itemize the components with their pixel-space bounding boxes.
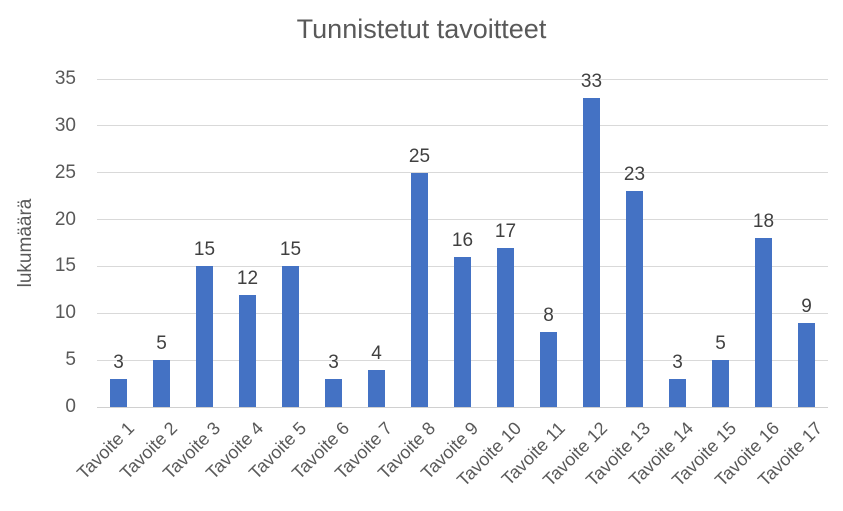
- x-axis-line: [97, 406, 828, 408]
- bar-value-label: 17: [494, 220, 517, 242]
- bar-value-label: 23: [623, 164, 646, 186]
- chart-title: Tunnistetut tavoitteet: [296, 14, 547, 44]
- bar: [325, 378, 342, 407]
- bar-value-label: 18: [752, 211, 775, 233]
- bar: [497, 247, 514, 407]
- plot-area: 3 5 15 12 15 3 4 25 16 17 8 33 23 3 5 18 9: [97, 71, 828, 408]
- bar: [196, 266, 213, 407]
- y-tick-label: 5: [65, 349, 76, 371]
- bar-value-label: 33: [580, 70, 603, 92]
- bar: [153, 360, 170, 407]
- bar-value-label: 5: [715, 333, 726, 355]
- bar: [540, 332, 557, 407]
- gridline: [97, 125, 828, 127]
- bar-value-label: 8: [543, 305, 554, 327]
- bar-value-label: 15: [193, 239, 216, 261]
- bar-value-label: 5: [156, 333, 167, 355]
- bar: [368, 369, 385, 407]
- bar-value-label: 15: [279, 239, 302, 261]
- bar: [583, 97, 600, 407]
- bar-value-label: 16: [451, 230, 474, 252]
- bar: [282, 266, 299, 407]
- bar-value-label: 4: [371, 342, 382, 364]
- gridline: [97, 219, 828, 221]
- bar-value-label: 25: [408, 145, 431, 167]
- y-tick-label: 0: [65, 396, 76, 417]
- y-tick-label: 30: [54, 114, 76, 136]
- gridline: [97, 78, 828, 80]
- bar: [712, 360, 729, 407]
- y-tick-label: 10: [54, 302, 76, 324]
- y-tick-label: 25: [54, 161, 76, 183]
- bar-value-label: 3: [113, 351, 124, 373]
- y-tick-label: 15: [54, 255, 76, 277]
- bar-value-label: 9: [801, 295, 812, 317]
- gridline: [97, 172, 828, 174]
- bar-value-label: 3: [672, 351, 683, 373]
- bar: [454, 257, 471, 407]
- bar-value-label: 3: [328, 351, 339, 373]
- bar-value-label: 12: [236, 267, 259, 289]
- bar: [755, 238, 772, 407]
- y-tick-label: 35: [54, 68, 76, 89]
- bar: [239, 294, 256, 407]
- bar: [626, 191, 643, 407]
- bar: [110, 378, 127, 407]
- bar: [411, 172, 428, 407]
- y-tick-label: 20: [54, 208, 76, 230]
- bar: [798, 322, 815, 407]
- bar: [669, 378, 686, 407]
